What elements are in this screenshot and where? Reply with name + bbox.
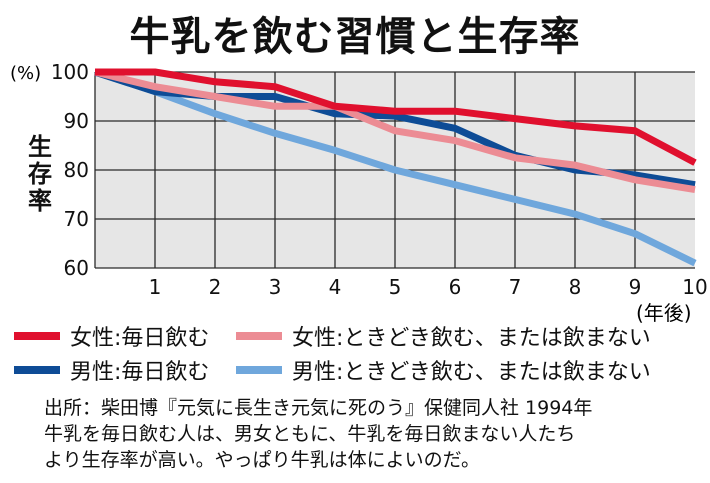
x-tick-label: 1	[149, 275, 162, 299]
x-tick-label: 8	[569, 275, 582, 299]
x-tick-label: 5	[389, 275, 402, 299]
legend-label: 男性:ときどき飲む、または飲まない	[292, 360, 651, 385]
legend-item-female-daily: 女性:毎日飲む	[14, 320, 209, 352]
x-tick-label: 4	[329, 275, 342, 299]
legend-label: 女性:毎日飲む	[70, 326, 210, 351]
legend-label: 女性:ときどき飲む、または飲まない	[292, 326, 651, 351]
y-axis-label: 生存率	[28, 133, 52, 215]
y-tick-label: 100	[51, 60, 89, 84]
y-tick-label: 80	[64, 158, 89, 182]
x-tick-label: 7	[509, 275, 522, 299]
source-note: 出所：柴田博『元気に長生き元気に死のう』保健同人社 1994年 牛乳を毎日飲む人…	[44, 395, 592, 473]
series-line-0	[95, 68, 697, 166]
x-tick-label: 2	[209, 275, 222, 299]
y-axis-label-char: 存	[28, 160, 52, 188]
x-tick-label: 6	[449, 275, 462, 299]
series-line-1	[94, 68, 696, 194]
source-line-1: 出所：柴田博『元気に長生き元気に死のう』保健同人社 1994年	[44, 397, 593, 419]
chart-title: 牛乳を飲む習慣と生存率	[129, 14, 581, 60]
x-tick-label: 9	[629, 275, 642, 299]
legend-item-female-sometimes: 女性:ときどき飲む、または飲まない	[236, 320, 651, 352]
source-line-3: より生存率が高い。やっぱり牛乳は体によいのだ。	[44, 449, 481, 471]
legend-swatch	[236, 366, 282, 374]
legend-swatch	[14, 332, 60, 340]
y-tick-label: 60	[64, 256, 89, 280]
source-line-2: 牛乳を毎日飲む人は、男女ともに、牛乳を毎日飲まない人たち	[44, 423, 576, 445]
y-unit-label: (%)	[10, 63, 41, 84]
x-tick-label: 10	[682, 275, 707, 299]
y-axis-label-char: 率	[28, 187, 52, 215]
y-tick-label: 70	[64, 207, 89, 231]
y-axis-label-char: 生	[28, 133, 52, 161]
y-tick-label: 90	[64, 109, 89, 133]
x-unit-label: (年後)	[636, 301, 692, 325]
legend-item-male-daily: 男性:毎日飲む	[14, 354, 209, 386]
legend-swatch	[14, 366, 60, 374]
legend-label: 男性:毎日飲む	[70, 360, 210, 385]
legend-item-male-sometimes: 男性:ときどき飲む、または飲まない	[236, 354, 651, 386]
legend-swatch	[236, 332, 282, 340]
x-tick-label: 3	[269, 275, 282, 299]
series-line-3	[93, 68, 697, 267]
